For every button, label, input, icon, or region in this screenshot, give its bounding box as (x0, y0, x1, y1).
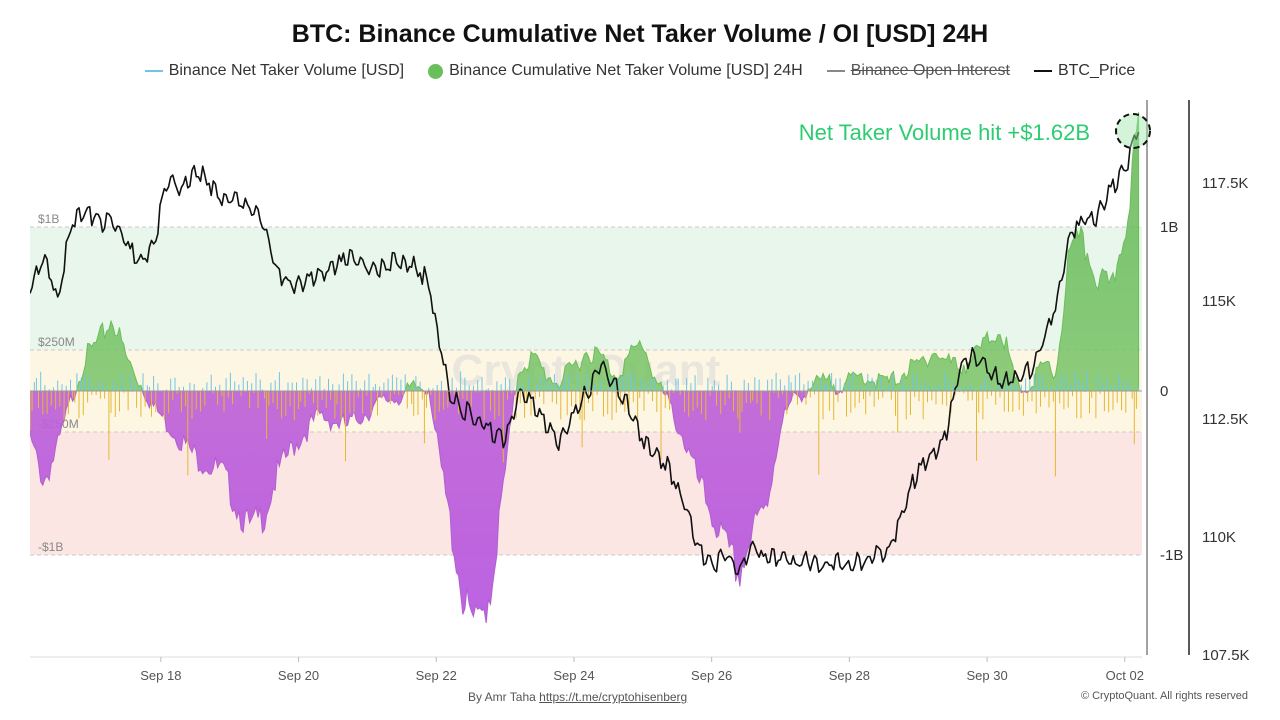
price-tick-label: 117.5K (1202, 175, 1248, 192)
x-tick-label: Sep 30 (966, 668, 1007, 683)
x-tick-label: Sep 28 (829, 668, 870, 683)
range-band-0 (30, 227, 1142, 350)
legend-item-open-interest[interactable]: Binance Open Interest (826, 62, 1010, 80)
x-axis-ticks: Sep 18 Sep 20 Sep 22 Sep 24 Sep 26 Sep 28 Sep … (140, 657, 1144, 683)
cumulative-volume-positive-area (30, 112, 1140, 391)
x-tick-label: Oct 02 (1106, 668, 1144, 683)
annotation-text: Net Taker Volume hit +$1.62B (799, 120, 1090, 145)
legend-label: Binance Open Interest (850, 62, 1010, 79)
price-axis-ticks: 117.5K 115K 112.5K 110K 107.5K (1202, 175, 1250, 664)
x-tick-label: Sep 18 (140, 668, 181, 683)
net-taker-volume-positive-line (33, 371, 1140, 391)
annotation-circle (1115, 113, 1151, 149)
band-label: $1B (38, 212, 59, 226)
chart-title: BTC: Binance Cumulative Net Taker Volume… (291, 20, 989, 48)
chart-canvas: $1B$250M-$250M-$1B CryptoQuant Sep 18Sep… (30, 100, 1250, 683)
price-tick-label: 107.5K (1202, 647, 1250, 664)
byline: By Amr Taha https://t.me/cryptohisenberg (468, 690, 687, 704)
x-tick-label: Sep 24 (553, 668, 594, 683)
legend-line-icon (1033, 70, 1052, 72)
price-tick-label: 115K (1202, 293, 1236, 310)
price-tick-label: 110K (1202, 529, 1236, 546)
legend-dot-icon (428, 63, 444, 79)
volume-tick-label: 1B (1160, 219, 1178, 236)
price-tick-label: 112.5K (1202, 411, 1248, 428)
legend-item-net-taker-volume[interactable]: Binance Net Taker Volume [USD] (144, 62, 405, 80)
legend-item-btc-price[interactable]: BTC_Price (1033, 62, 1136, 80)
legend-label: Binance Net Taker Volume [USD] (168, 62, 405, 79)
band-label: $250M (38, 335, 75, 349)
legend-item-cumulative-net-taker-volume[interactable]: Binance Cumulative Net Taker Volume [USD… (428, 62, 803, 80)
byline-author: By Amr Taha (468, 690, 536, 704)
x-tick-label: Sep 20 (278, 668, 319, 683)
band-label: -$1B (38, 540, 63, 554)
copyright-notice: © CryptoQuant. All rights reserved (1080, 690, 1248, 702)
btc-price-line (30, 131, 1140, 576)
legend-label: BTC_Price (1057, 62, 1136, 79)
legend-line-icon (826, 70, 845, 72)
legend-line-icon (144, 70, 163, 72)
cumulative-volume-negative-area (30, 391, 1140, 624)
volume-tick-label: -1B (1160, 547, 1183, 564)
x-tick-label: Sep 26 (691, 668, 732, 683)
legend-label: Binance Cumulative Net Taker Volume [USD… (449, 62, 803, 79)
volume-axis-ticks: 1B 0 -1B (1160, 219, 1183, 564)
volume-tick-label: 0 (1160, 383, 1168, 400)
x-tick-label: Sep 22 (416, 668, 457, 683)
chart-legend: Binance Net Taker Volume [USD] Binance C… (0, 62, 1280, 80)
byline-link[interactable]: https://t.me/cryptohisenberg (539, 690, 688, 704)
